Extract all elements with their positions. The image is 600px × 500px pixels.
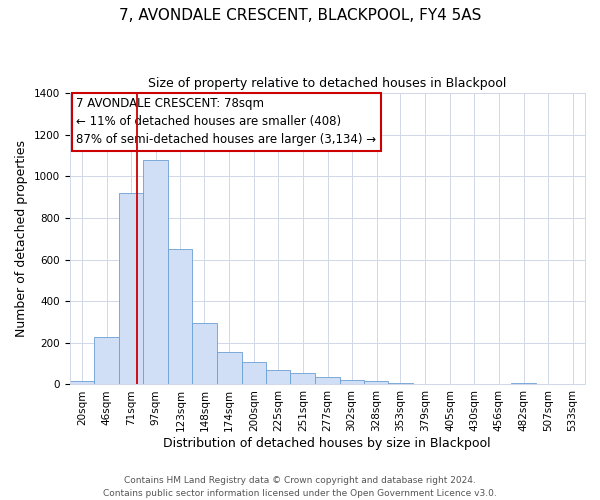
Title: Size of property relative to detached houses in Blackpool: Size of property relative to detached ho…	[148, 78, 506, 90]
Bar	[70, 382, 94, 384]
Y-axis label: Number of detached properties: Number of detached properties	[15, 140, 28, 338]
Bar	[94, 336, 119, 384]
Bar	[217, 352, 242, 384]
Bar	[119, 193, 143, 384]
Bar	[193, 323, 217, 384]
Bar	[266, 370, 290, 384]
Bar	[143, 160, 168, 384]
Bar	[340, 380, 364, 384]
Bar	[242, 362, 266, 384]
Text: Contains HM Land Registry data © Crown copyright and database right 2024.
Contai: Contains HM Land Registry data © Crown c…	[103, 476, 497, 498]
Text: 7 AVONDALE CRESCENT: 78sqm
← 11% of detached houses are smaller (408)
87% of sem: 7 AVONDALE CRESCENT: 78sqm ← 11% of deta…	[76, 98, 376, 146]
Bar	[364, 380, 388, 384]
Bar	[290, 373, 316, 384]
X-axis label: Distribution of detached houses by size in Blackpool: Distribution of detached houses by size …	[163, 437, 491, 450]
Bar	[316, 377, 340, 384]
Bar	[511, 383, 536, 384]
Bar	[168, 249, 193, 384]
Text: 7, AVONDALE CRESCENT, BLACKPOOL, FY4 5AS: 7, AVONDALE CRESCENT, BLACKPOOL, FY4 5AS	[119, 8, 481, 22]
